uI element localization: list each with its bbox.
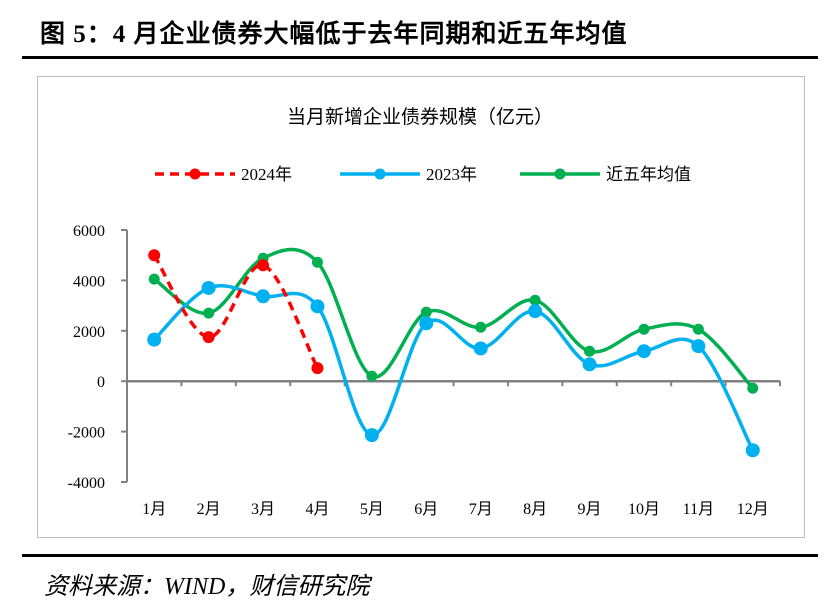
y-tick-label: -4000 xyxy=(68,475,105,492)
series-2 xyxy=(148,247,759,394)
data-point xyxy=(148,249,161,262)
x-tick-label: 3月 xyxy=(251,501,275,518)
chart-frame xyxy=(37,76,805,538)
y-tick-label: 6000 xyxy=(73,223,105,240)
y-tick-label: -2000 xyxy=(68,425,105,442)
x-tick-label: 5月 xyxy=(360,501,384,518)
x-tick-label: 8月 xyxy=(523,501,547,518)
y-tick-label: 0 xyxy=(97,374,105,391)
data-point xyxy=(745,443,760,458)
series-line xyxy=(152,254,320,369)
data-point xyxy=(636,344,651,359)
legend: 2024年 2023年 近五年均值 xyxy=(155,165,691,184)
legend-marker xyxy=(189,168,201,180)
data-point xyxy=(311,362,324,375)
data-point xyxy=(257,259,270,272)
legend-label: 近五年均值 xyxy=(606,165,691,184)
legend-marker xyxy=(374,168,386,180)
x-tick-label: 10月 xyxy=(628,501,660,518)
x-tick-label: 4月 xyxy=(305,501,329,518)
x-tick-label: 6月 xyxy=(414,501,438,518)
y-tick-label: 4000 xyxy=(73,273,105,290)
y-tick-label: 2000 xyxy=(73,324,105,341)
data-point xyxy=(203,307,215,319)
x-tick-label: 12月 xyxy=(737,501,769,518)
data-point xyxy=(366,370,378,382)
data-point xyxy=(148,273,160,285)
data-point xyxy=(475,321,487,333)
source-note: 资料来源：WIND，财信研究院 xyxy=(44,574,370,600)
series-line xyxy=(153,247,755,390)
x-tick-label: 1月 xyxy=(142,501,166,518)
series-0 xyxy=(148,249,324,375)
data-point xyxy=(364,428,379,443)
data-point xyxy=(310,299,325,314)
data-point xyxy=(201,280,216,295)
legend-marker xyxy=(554,168,566,180)
data-point xyxy=(691,339,706,354)
legend-label: 2023年 xyxy=(426,165,477,184)
series-line xyxy=(152,283,755,452)
chart-title: 当月新增企业债券规模（亿元） xyxy=(287,106,553,128)
data-point xyxy=(528,304,543,319)
data-point xyxy=(419,316,434,331)
data-point xyxy=(256,289,271,304)
data-point xyxy=(202,331,215,344)
data-point xyxy=(473,341,488,356)
series-lines xyxy=(147,247,760,458)
data-point xyxy=(147,332,162,347)
data-point xyxy=(638,323,650,335)
x-tick-label: 9月 xyxy=(578,501,602,518)
figure-title: 图 5：4 月企业债券大幅低于去年同期和近五年均值 xyxy=(40,21,628,48)
x-tick-label: 2月 xyxy=(197,501,221,518)
legend-label: 2024年 xyxy=(241,165,292,184)
axes: 6000 4000 2000 0 -2000 -4000 1月 2月 3月 4月 5月 6月 7月 8月 9… xyxy=(68,223,781,518)
x-tick-label: 11月 xyxy=(683,501,714,518)
data-point xyxy=(420,306,432,318)
series-1 xyxy=(147,280,760,458)
data-point xyxy=(692,323,704,335)
x-tick-label: 7月 xyxy=(469,501,493,518)
data-point xyxy=(311,256,323,268)
data-point xyxy=(747,382,759,394)
top-rule xyxy=(22,56,818,59)
data-point xyxy=(584,345,596,357)
data-point xyxy=(529,294,541,306)
bottom-rule xyxy=(22,554,818,557)
data-point xyxy=(582,357,597,372)
